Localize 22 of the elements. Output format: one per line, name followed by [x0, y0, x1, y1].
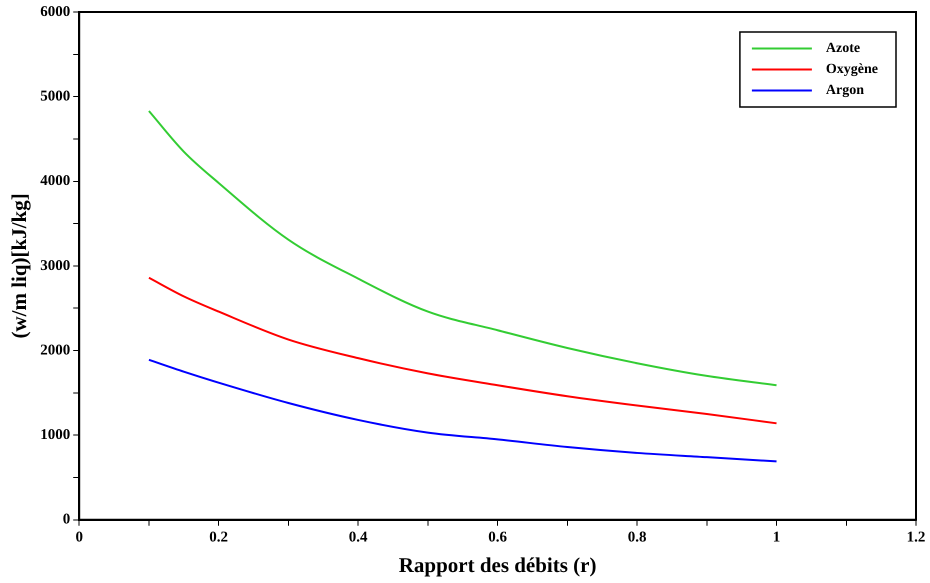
y-tick-label: 4000 — [40, 173, 70, 190]
legend-label: Oxygène — [826, 62, 878, 78]
line-series — [148, 276, 778, 424]
x-tick-label: 0.4 — [348, 530, 368, 546]
y-tick-label: 5000 — [40, 88, 70, 105]
y-tick-label: 1000 — [40, 427, 70, 444]
x-tick-label: 1.2 — [906, 530, 926, 546]
y-tick-label: 6000 — [40, 4, 70, 20]
legend-label: Azote — [826, 41, 860, 56]
y-tick-label: 0 — [62, 512, 70, 528]
x-tick-label: 0.2 — [209, 530, 228, 546]
line-series — [148, 358, 778, 462]
y-tick-label: 3000 — [40, 258, 70, 274]
line-series — [148, 110, 778, 386]
x-tick-label: 0.8 — [628, 530, 646, 546]
x-tick-label: 0.6 — [488, 530, 508, 546]
y-axis-title: (w/m liq)[kJ/kg] — [7, 193, 32, 339]
legend-label: Argon — [826, 83, 864, 98]
y-tick-label: 2000 — [40, 342, 70, 358]
x-axis-title: Rapport des débits (r) — [398, 552, 596, 577]
x-tick-label: 0 — [75, 530, 83, 546]
x-tick-label: 1 — [772, 530, 780, 546]
